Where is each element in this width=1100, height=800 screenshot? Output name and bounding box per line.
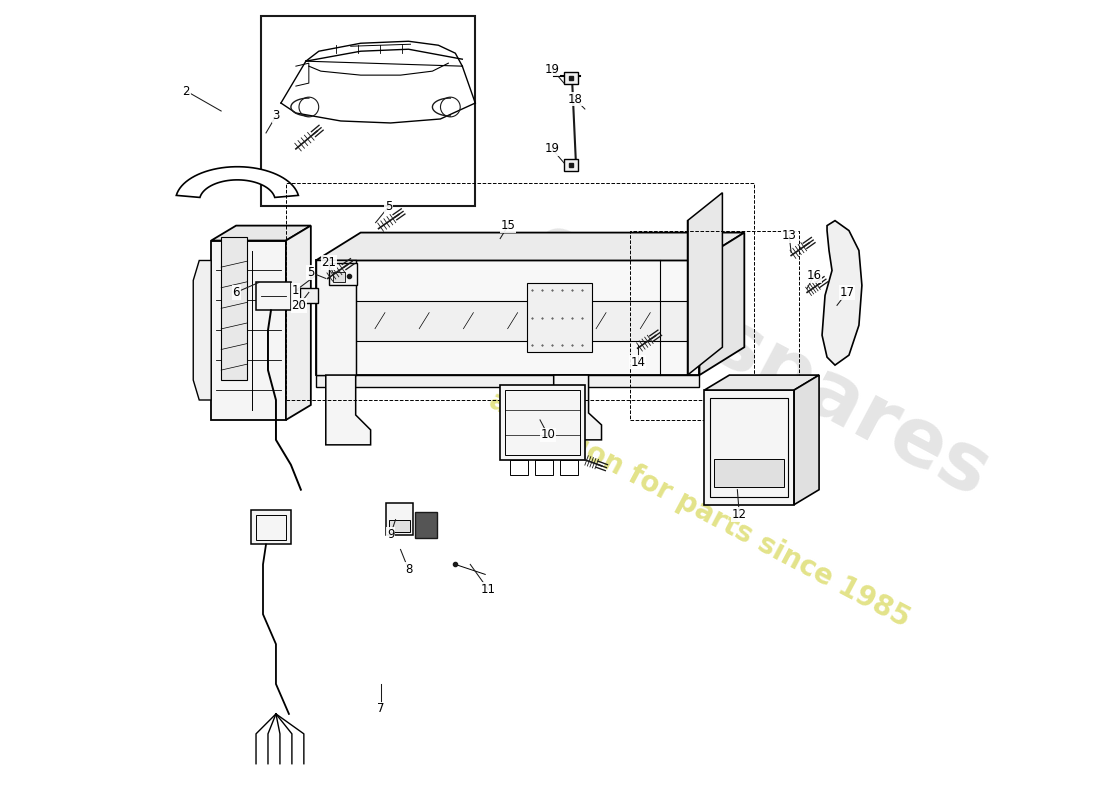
Bar (711, 398, 789, 497)
Text: 11: 11 (481, 583, 496, 596)
Text: 1: 1 (293, 284, 299, 297)
Bar (510, 460, 528, 474)
Polygon shape (316, 233, 745, 261)
Bar (321, 301, 694, 341)
Polygon shape (316, 261, 700, 375)
Polygon shape (211, 241, 286, 420)
Text: 13: 13 (782, 229, 796, 242)
Text: 16: 16 (806, 269, 822, 282)
Polygon shape (700, 233, 745, 375)
Text: 5: 5 (385, 200, 393, 213)
Bar (714, 458, 784, 487)
Bar (256, 514, 286, 539)
Bar (527, 283, 592, 352)
Bar (388, 519, 410, 531)
Bar (564, 159, 578, 170)
Text: 5: 5 (307, 266, 315, 279)
Polygon shape (194, 261, 211, 400)
Bar (316, 375, 700, 387)
Polygon shape (704, 390, 794, 505)
Bar (500, 385, 585, 460)
Text: eurospares: eurospares (516, 206, 1002, 514)
Polygon shape (286, 226, 311, 420)
Bar (416, 512, 438, 538)
Text: 14: 14 (630, 356, 646, 369)
Text: 10: 10 (540, 428, 556, 442)
Text: 18: 18 (568, 93, 582, 106)
Bar (329, 263, 356, 286)
Polygon shape (688, 193, 723, 375)
Bar (300, 288, 318, 303)
Text: 2: 2 (183, 85, 190, 98)
Bar (535, 460, 553, 474)
Text: 3: 3 (273, 110, 279, 122)
Text: 19: 19 (544, 142, 560, 155)
Bar (386, 502, 414, 534)
Polygon shape (176, 166, 298, 198)
Text: 21: 21 (321, 256, 337, 269)
Bar (251, 510, 290, 545)
Polygon shape (316, 261, 355, 375)
Text: 6: 6 (232, 286, 240, 299)
Text: 12: 12 (732, 508, 747, 521)
Text: 17: 17 (839, 286, 855, 299)
Bar (505, 390, 580, 455)
Polygon shape (704, 375, 820, 390)
Bar (221, 237, 248, 380)
Polygon shape (326, 375, 371, 445)
Bar (564, 72, 578, 84)
Polygon shape (553, 375, 602, 440)
Polygon shape (794, 375, 820, 505)
Text: 7: 7 (377, 702, 384, 715)
Text: 20: 20 (292, 299, 306, 312)
Polygon shape (211, 226, 311, 241)
Bar (333, 273, 344, 282)
Text: a passion for parts since 1985: a passion for parts since 1985 (484, 386, 915, 633)
Polygon shape (822, 221, 862, 365)
Text: 15: 15 (500, 219, 516, 232)
Text: 19: 19 (544, 62, 560, 76)
Text: 8: 8 (405, 563, 412, 576)
Bar (256, 282, 290, 310)
Text: 9: 9 (387, 528, 394, 541)
Bar (560, 460, 578, 474)
Bar (261, 16, 475, 206)
